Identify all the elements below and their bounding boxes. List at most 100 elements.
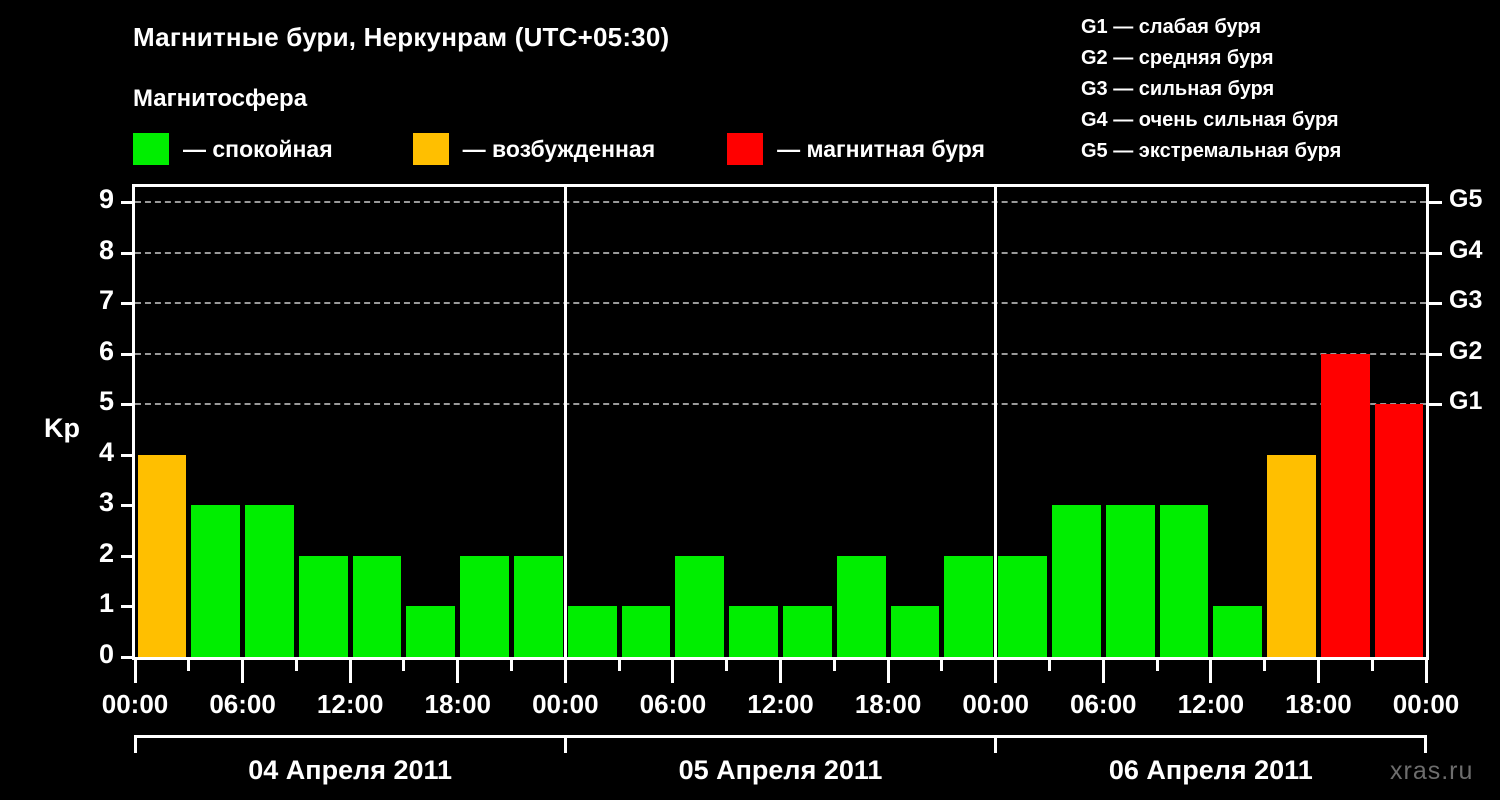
- y-tick-label-5: 5: [98, 386, 114, 417]
- g-tick-label-G2: G2: [1449, 336, 1483, 365]
- y-tick-mark-6: [121, 352, 132, 356]
- legend-swatch-unsettled: [412, 133, 449, 165]
- date-label: 05 Апреля 2011: [678, 755, 883, 785]
- x-tick-major: [348, 657, 352, 683]
- x-tick-major: [456, 657, 460, 683]
- y-tick-label-8: 8: [98, 234, 114, 265]
- g-tick-mark-G5: [1429, 201, 1442, 204]
- x-time-label: 00:00: [101, 689, 169, 719]
- x-tick-minor: [617, 657, 621, 671]
- gridline-kp-5: [135, 403, 1426, 406]
- bar: [621, 606, 671, 657]
- chart-plot-inner: [135, 187, 1426, 657]
- y-tick-mark-8: [121, 251, 132, 255]
- x-tick-major: [1101, 657, 1105, 683]
- bar: [1159, 505, 1209, 657]
- x-tick-minor: [1263, 657, 1267, 671]
- gridline-kp-6: [135, 352, 1426, 355]
- bar: [191, 505, 241, 657]
- x-tick-minor: [1155, 657, 1159, 671]
- gridline-kp-7: [135, 302, 1426, 305]
- bar: [1267, 454, 1316, 657]
- y-tick-mark-7: [121, 302, 132, 306]
- legend-spacer: [333, 149, 413, 150]
- storm-scale-g3: G3 — сильная буря: [1081, 78, 1275, 100]
- y-tick-label-9: 9: [98, 184, 114, 214]
- y-tick-label-7: 7: [98, 285, 114, 316]
- x-tick-minor: [832, 657, 836, 671]
- bar: [245, 505, 294, 657]
- legend-label-unsettled: — возбужденная: [462, 135, 656, 162]
- y-axis-title: Kp: [44, 413, 80, 443]
- g-tick-label-G5: G5: [1449, 185, 1483, 213]
- bar: [729, 606, 778, 657]
- magnetosphere-heading: Магнитосфера: [133, 85, 308, 112]
- g-tick-mark-G3: [1429, 302, 1442, 306]
- x-tick-major: [563, 657, 567, 683]
- x-tick-major: [133, 657, 137, 683]
- y-tick-label-0: 0: [98, 639, 114, 669]
- x-time-label: 00:00: [962, 689, 1029, 719]
- y-tick-mark-1: [121, 605, 132, 609]
- storm-scale-g4: G4 — очень сильная буря: [1081, 109, 1339, 131]
- legend-label-quiet: — спокойная: [183, 135, 333, 162]
- x-tick-major: [1424, 657, 1428, 683]
- g-tick-label-G1: G1: [1449, 387, 1483, 416]
- legend-item-unsettled: — возбужденная: [412, 133, 656, 165]
- x-time-label: 06:00: [209, 689, 276, 719]
- storm-scale-g1: G1 — слабая буря: [1081, 16, 1262, 38]
- y-tick-label-3: 3: [98, 487, 114, 518]
- bar: [783, 606, 832, 657]
- y-tick-mark-2: [121, 554, 132, 558]
- bar: [460, 555, 510, 657]
- g-tick-label-G3: G3: [1449, 286, 1483, 315]
- x-tick-major: [671, 657, 675, 683]
- x-time-label: 06:00: [639, 689, 707, 719]
- storm-scale-legend: G1 — слабая буря G2 — средняя буря G3 — …: [1081, 12, 1341, 167]
- x-time-label: 12:00: [316, 689, 384, 719]
- x-tick-major: [886, 657, 890, 683]
- x-time-label: 12:00: [747, 689, 814, 719]
- bar: [1374, 404, 1424, 657]
- magnetosphere-legend: — спокойная — возбужденная — магнитная б…: [133, 133, 985, 165]
- x-tick-major: [994, 657, 998, 683]
- gridline-kp-9: [135, 201, 1426, 203]
- x-tick-minor: [940, 657, 944, 671]
- x-tick-minor: [725, 657, 729, 671]
- bar: [1051, 505, 1101, 657]
- x-tick-major: [1316, 657, 1320, 683]
- bar: [1320, 353, 1370, 657]
- bar: [567, 606, 617, 657]
- y-tick-label-4: 4: [98, 436, 114, 467]
- bar: [944, 555, 994, 657]
- x-tick-major: [1209, 657, 1213, 683]
- g-tick-mark-G1: [1429, 403, 1442, 407]
- y-tick-mark-3: [121, 504, 132, 508]
- x-time-label: 06:00: [1070, 689, 1137, 719]
- legend-swatch-storm: [727, 133, 764, 165]
- x-time-label: 18:00: [424, 689, 492, 719]
- bar: [890, 606, 940, 657]
- bar: [298, 555, 348, 657]
- x-time-label: 12:00: [1177, 689, 1245, 719]
- x-time-label: 00:00: [1392, 689, 1460, 719]
- chart-plot-area: [132, 184, 1429, 660]
- x-time-label: 00:00: [532, 689, 599, 719]
- legend-item-storm: — магнитная буря: [727, 133, 985, 165]
- page-title: Магнитные бури, Неркунрам (UTC+05:30): [133, 22, 670, 52]
- legend-item-quiet: — спокойная: [133, 133, 333, 165]
- bar: [352, 555, 402, 657]
- bar: [514, 555, 563, 657]
- storm-scale-g2: G2 — средняя буря: [1081, 47, 1274, 69]
- x-tick-minor: [1047, 657, 1051, 671]
- bar: [675, 555, 725, 657]
- x-tick-major: [241, 657, 245, 683]
- g-tick-mark-G2: [1429, 352, 1442, 356]
- x-tick-minor: [187, 657, 191, 671]
- x-tick-minor: [1370, 657, 1374, 671]
- legend-label-storm: — магнитная буря: [777, 135, 985, 162]
- date-bracket: [133, 735, 567, 753]
- y-tick-label-1: 1: [98, 588, 114, 619]
- y-tick-mark-0: [121, 656, 132, 659]
- y-tick-mark-5: [121, 403, 132, 407]
